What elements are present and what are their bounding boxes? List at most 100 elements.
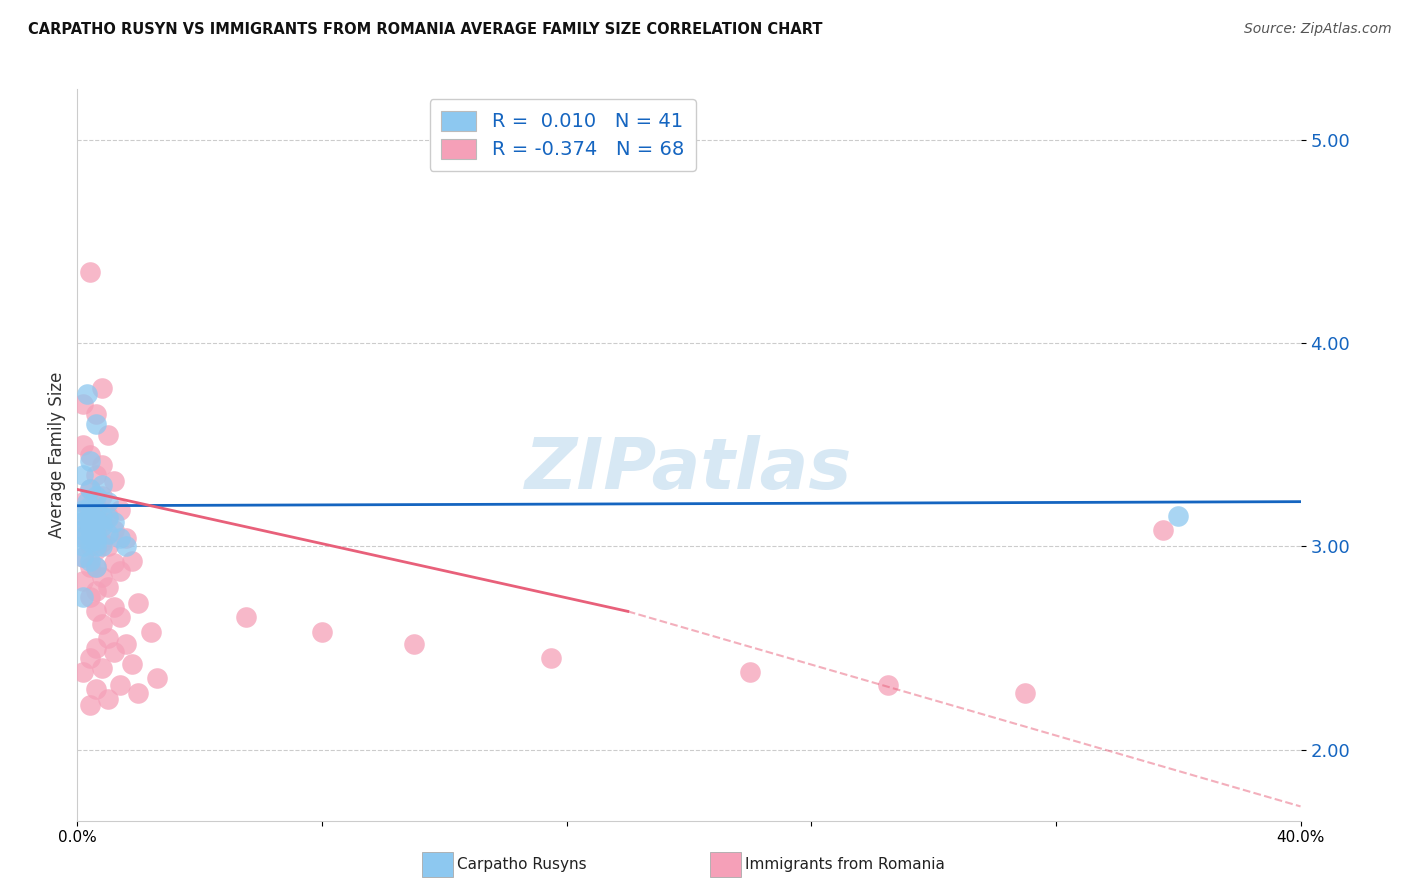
Text: Source: ZipAtlas.com: Source: ZipAtlas.com [1244,22,1392,37]
Point [311,624,333,639]
Point [84,681,107,696]
Point [72,590,94,604]
Point [79,523,101,537]
Point [84,533,107,548]
Text: Immigrants from Romania: Immigrants from Romania [745,857,945,871]
Point [97,427,120,442]
Point [84,499,107,513]
Point [97,691,120,706]
Point [876,677,898,691]
Point [72,531,94,545]
Point [108,610,131,624]
Point [79,499,101,513]
Point [79,483,101,497]
Point [127,596,149,610]
Point [79,539,101,553]
Point [84,519,107,533]
Point [235,610,257,624]
Point [84,543,107,558]
Y-axis label: Average Family Size: Average Family Size [48,372,66,538]
Point [84,529,107,543]
Point [72,529,94,543]
Point [84,539,107,553]
Point [90,661,112,675]
Point [115,539,138,553]
Point [84,527,107,541]
Point [90,616,112,631]
Point [79,698,101,712]
Point [97,508,120,523]
Point [79,553,101,567]
Point [103,600,125,615]
Text: CARPATHO RUSYN VS IMMIGRANTS FROM ROMANIA AVERAGE FAMILY SIZE CORRELATION CHART: CARPATHO RUSYN VS IMMIGRANTS FROM ROMANI… [28,22,823,37]
Point [97,511,120,525]
Point [79,454,101,468]
Point [103,556,125,570]
Point [84,559,107,574]
Point [121,553,143,567]
Point [90,489,112,503]
Point [79,590,101,604]
Point [76,494,98,508]
Point [84,584,107,599]
Point [84,417,107,432]
Point [84,559,107,574]
Point [84,502,107,516]
Legend: R =  0.010   N = 41, R = -0.374   N = 68: R = 0.010 N = 41, R = -0.374 N = 68 [430,99,696,171]
Point [90,508,112,523]
Text: Carpatho Rusyns: Carpatho Rusyns [457,857,586,871]
Point [79,559,101,574]
Point [79,502,101,516]
Point [79,529,101,543]
Point [72,494,94,508]
Point [127,685,149,699]
Point [103,645,125,659]
Point [103,475,125,489]
Point [108,677,131,691]
Text: ZIPatlas: ZIPatlas [526,435,852,504]
Point [76,387,98,401]
Point [72,397,94,411]
Point [97,580,120,594]
Point [72,549,94,564]
Point [740,665,762,680]
Point [1167,508,1189,523]
Point [108,531,131,545]
Point [90,535,112,549]
Point [79,519,101,533]
Point [72,574,94,588]
Point [79,515,101,529]
Point [108,502,131,516]
Point [90,515,112,529]
Point [72,438,94,452]
Point [90,570,112,584]
Point [97,631,120,645]
Point [139,624,162,639]
Point [84,604,107,618]
Point [84,513,107,527]
Point [90,381,112,395]
Point [97,539,120,553]
Point [90,478,112,492]
Point [72,468,94,483]
Point [97,527,120,541]
Point [72,515,94,529]
Point [90,458,112,472]
Point [72,523,94,537]
Point [115,637,138,651]
Point [79,265,101,279]
Point [84,640,107,655]
Point [72,549,94,564]
Point [90,519,112,533]
Point [146,672,169,686]
Point [79,507,101,521]
Point [84,489,107,503]
Point [103,523,125,537]
Point [79,519,101,533]
Point [84,508,107,523]
Point [84,468,107,483]
Point [121,657,143,672]
Point [79,535,101,549]
Point [97,494,120,508]
Point [1014,685,1036,699]
